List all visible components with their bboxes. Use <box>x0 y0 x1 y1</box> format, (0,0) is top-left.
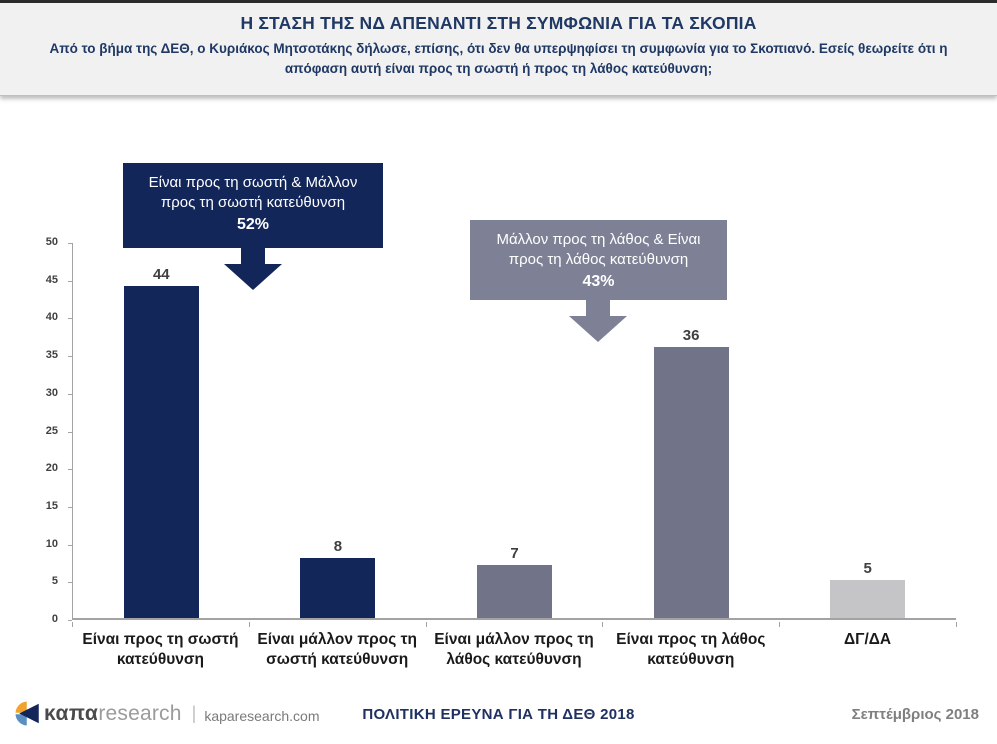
survey-date: Σεπτέμβριος 2018 <box>851 706 979 723</box>
bar <box>476 565 552 618</box>
x-tick-mark <box>72 622 73 627</box>
bar <box>653 346 729 618</box>
y-tick-mark <box>68 280 72 282</box>
bar-value-label: 44 <box>152 266 170 284</box>
y-tick-label: 30 <box>45 386 58 399</box>
bar-column: 5 <box>779 243 956 618</box>
x-category-label: Είναι προς τη λάθος κατεύθυνση <box>616 631 766 669</box>
y-tick-label: 50 <box>45 236 58 248</box>
survey-title: ΠΟΛΙΤΙΚΗ ΕΡΕΥΝΑ ΓΙΑ ΤΗ ΔΕΘ 2018 <box>362 706 635 723</box>
y-tick-mark <box>68 393 72 395</box>
x-category-label: Είναι μάλλον προς τη λάθος κατεύθυνση <box>434 631 594 669</box>
bars-row: 44 8 7 36 5 <box>73 243 956 618</box>
chart-title: Η ΣΤΑΣΗ ΤΗΣ ΝΔ ΑΠΕΝΑΝΤΙ ΣΤΗ ΣΥΜΦΩΝΙΑ ΓΙΑ… <box>240 13 757 33</box>
x-tick-mark <box>779 622 781 627</box>
footer: καπα research | kaparesearch.com ΠΟΛΙΤΙΚΗ… <box>0 696 997 736</box>
x-category-label: ΔΓ/ΔΑ <box>844 631 892 648</box>
header-banner: Η ΣΤΑΣΗ ΤΗΣ ΝΔ ΑΠΕΝΑΝΤΙ ΣΤΗ ΣΥΜΦΩΝΙΑ ΓΙΑ… <box>0 0 997 96</box>
bar <box>300 557 376 618</box>
kapa-research-logo-icon <box>15 701 39 726</box>
x-tick-mark <box>425 622 427 627</box>
x-tick-mark <box>602 622 604 627</box>
y-tick-label: 20 <box>45 462 58 475</box>
y-tick-mark <box>68 243 72 244</box>
callout-percent: 52% <box>236 215 270 233</box>
bar-column: 7 <box>426 243 603 618</box>
callout-text-line1: Μάλλον προς τη λάθος & Είναι <box>496 231 701 248</box>
callout-right-direction: Είναι προς τη σωστή & Μάλλον προς τη σωσ… <box>123 163 383 248</box>
logo-text-research: research <box>98 701 182 725</box>
x-tick-mark <box>956 622 957 627</box>
bar-column: 36 <box>603 243 780 618</box>
bar <box>830 580 906 618</box>
callout-wrong-direction: Μάλλον προς τη λάθος & Είναι προς τη λάθ… <box>470 220 727 300</box>
callout-text-line2: προς τη σωστή κατεύθυνση <box>160 193 346 211</box>
logo-domain-text: kaparesearch.com <box>204 707 320 724</box>
y-tick-mark <box>68 318 72 320</box>
y-tick-mark <box>68 506 72 508</box>
x-tick-mark <box>248 622 250 627</box>
y-tick-mark <box>68 469 72 471</box>
y-tick-label: 5 <box>51 575 58 588</box>
bar-value-label: 5 <box>863 560 872 578</box>
logo-text-kapa: καπα <box>44 701 99 725</box>
kapa-research-logo: καπα research | kaparesearch.com <box>14 700 320 727</box>
bar-value-label: 8 <box>333 537 343 555</box>
bar-column: 8 <box>250 243 427 618</box>
plot-area: 44 8 7 36 5 <box>72 243 956 620</box>
bar-value-label: 7 <box>510 545 519 563</box>
logo-separator: | <box>191 703 197 723</box>
y-tick-label: 25 <box>45 424 58 437</box>
x-category-label: Είναι μάλλον προς τη σωστή κατεύθυνση <box>257 631 417 669</box>
y-tick-label: 35 <box>45 349 58 362</box>
y-tick-label: 40 <box>45 311 58 324</box>
x-category-label: Είναι προς τη σωστή κατεύθυνση <box>82 631 239 669</box>
callout-percent: 43% <box>582 272 615 290</box>
bar-column: 44 <box>73 243 250 618</box>
bar-value-label: 36 <box>682 326 700 344</box>
y-tick-mark <box>68 544 72 546</box>
callout-text-line1: Είναι προς τη σωστή & Μάλλον <box>148 174 358 191</box>
y-tick-mark <box>68 582 72 584</box>
y-tick-mark <box>68 431 72 433</box>
bar <box>123 286 199 618</box>
y-tick-label: 45 <box>45 273 58 286</box>
chart-subtitle: Από το βήμα της ΔΕΘ, ο Κυριάκος Μητσοτάκ… <box>49 41 948 76</box>
down-arrow-icon <box>224 248 282 290</box>
callout-text-line2: προς τη λάθος κατεύθυνση <box>508 250 689 268</box>
y-tick-label: 0 <box>51 613 58 625</box>
y-tick-label: 10 <box>45 537 58 550</box>
y-tick-mark <box>68 620 72 621</box>
down-arrow-icon <box>569 300 627 342</box>
y-tick-mark <box>68 356 72 358</box>
x-axis-labels: Είναι προς τη σωστή κατεύθυνση Είναι μάλλ… <box>72 630 956 670</box>
y-tick-label: 15 <box>45 499 58 512</box>
